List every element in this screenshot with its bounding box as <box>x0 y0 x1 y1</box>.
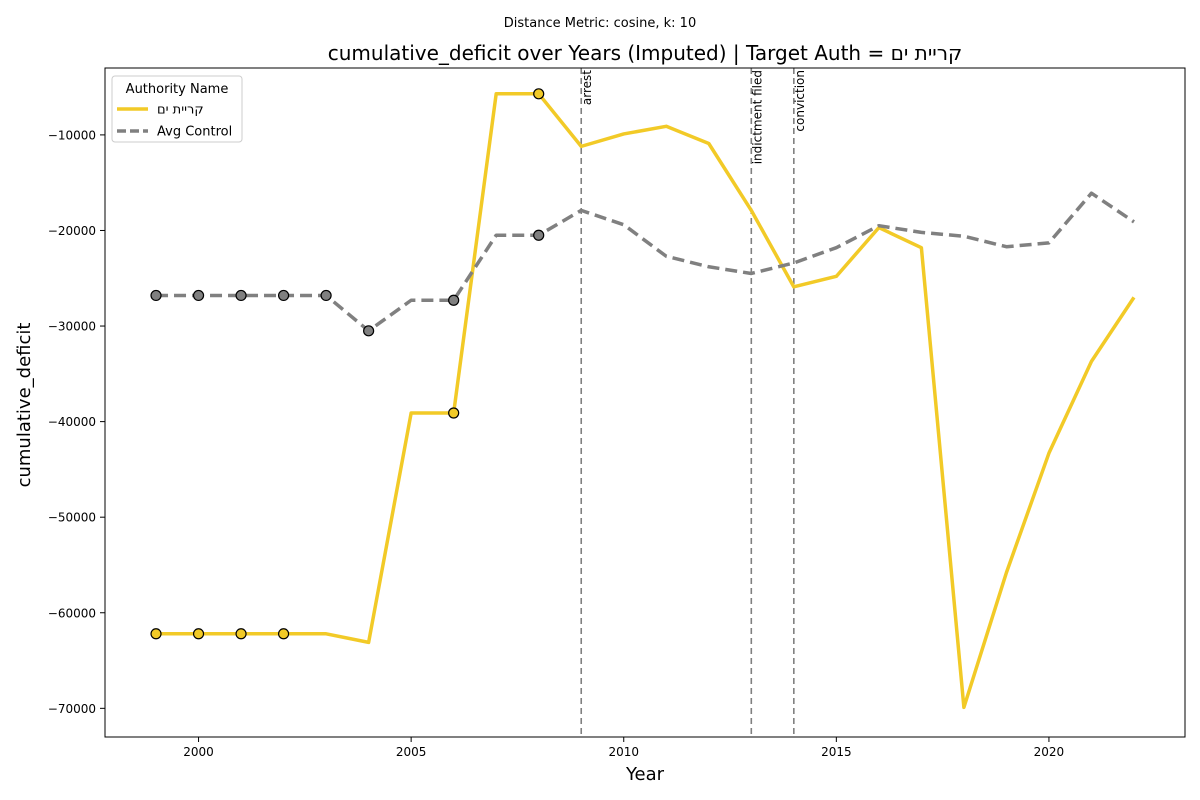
plot-marks: arrest indictment filed conviction <box>150 68 1136 737</box>
x-axis-label: Year <box>625 764 665 785</box>
series-line-1 <box>156 191 1135 333</box>
imputed-point <box>235 628 247 640</box>
imputed-point <box>192 628 205 640</box>
y-axis: −70000 −60000 −50000 −40000 −30000 −20000 −100… <box>48 128 105 716</box>
imputed-point <box>320 289 332 302</box>
imputed-point <box>533 229 545 241</box>
x-tick-label: 2010 <box>608 745 639 759</box>
y-tick-label: −20000 <box>48 224 96 238</box>
imputed-point <box>150 289 162 302</box>
chart-suptitle: Distance Metric: cosine, k: 10 <box>504 16 696 31</box>
y-tick-label: −50000 <box>48 511 96 525</box>
series-line-0 <box>156 92 1136 710</box>
x-tick-label: 2020 <box>1034 745 1065 759</box>
imputed-point <box>235 289 247 302</box>
imputed-point <box>277 628 290 640</box>
y-tick-label: −10000 <box>48 128 96 142</box>
event-label: indictment filed <box>750 70 764 164</box>
event-label: conviction <box>793 70 807 132</box>
x-tick-label: 2000 <box>183 745 214 759</box>
imputed-point <box>448 294 460 306</box>
chart-title: cumulative_deficit over Years (Imputed) … <box>328 41 963 65</box>
y-tick-label: −70000 <box>48 702 96 716</box>
y-tick-label: −40000 <box>48 415 96 429</box>
plot-area-frame <box>104 67 1186 738</box>
x-tick-label: 2005 <box>396 745 427 759</box>
legend-box <box>111 75 243 143</box>
imputed-point <box>150 628 162 640</box>
legend: Authority Name קריית ים Avg Control <box>111 75 243 143</box>
legend-entry-label: Avg Control <box>157 125 232 140</box>
y-tick-label: −60000 <box>48 606 96 620</box>
y-axis-label: cumulative_deficit <box>14 323 35 488</box>
imputed-point <box>363 325 375 337</box>
legend-entry-label: קריית ים <box>157 103 204 118</box>
legend-title: Authority Name <box>126 82 229 97</box>
x-axis: 2000 2005 2010 2015 2020 <box>183 737 1064 759</box>
imputed-point <box>277 289 290 302</box>
imputed-point <box>533 88 545 100</box>
imputed-point <box>192 289 205 302</box>
imputed-point <box>448 407 460 419</box>
x-tick-label: 2015 <box>821 745 852 759</box>
y-tick-label: −30000 <box>48 320 96 334</box>
event-label: arrest <box>580 70 594 105</box>
